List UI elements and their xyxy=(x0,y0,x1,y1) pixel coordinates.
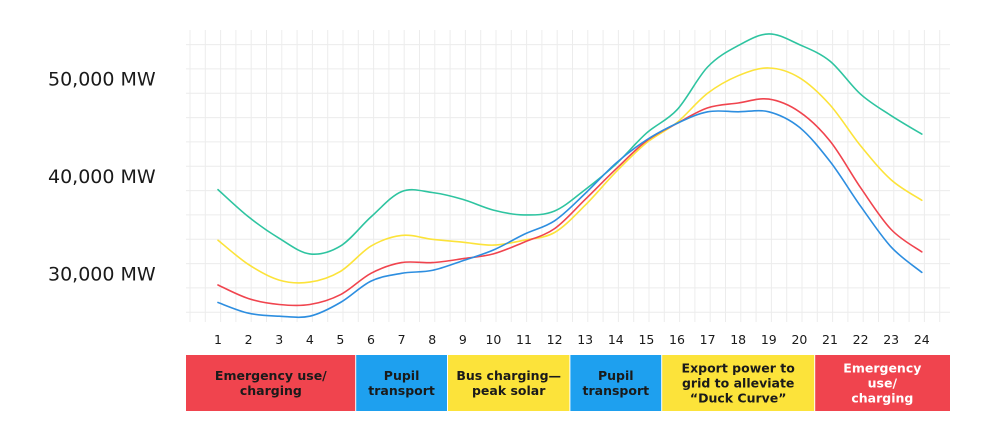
series-line-3 xyxy=(217,97,923,307)
x-tick-label: 3 xyxy=(275,332,283,347)
x-tick-label: 1 xyxy=(214,332,222,347)
x-tick-label: 16 xyxy=(669,332,685,347)
band-3 xyxy=(447,355,570,411)
band-4 xyxy=(569,355,662,411)
x-tick-label: 9 xyxy=(459,332,467,347)
series-line-2 xyxy=(217,67,923,284)
grid-lines xyxy=(186,30,950,322)
band-label: Pupil transport xyxy=(583,368,650,398)
x-tick-label: 21 xyxy=(822,332,838,347)
x-tick-label: 19 xyxy=(761,332,777,347)
series-line-4 xyxy=(217,109,923,319)
x-tick-label: 4 xyxy=(306,332,314,347)
x-tick-label: 24 xyxy=(914,332,930,347)
series-line-1 xyxy=(217,33,923,255)
band-label: Pupil transport xyxy=(368,368,435,398)
y-tick-label: 40,000 MW xyxy=(48,166,156,188)
x-tick-label: 10 xyxy=(485,332,501,347)
y-tick-label: 30,000 MW xyxy=(48,263,156,285)
x-tick-label: 18 xyxy=(730,332,746,347)
band-5 xyxy=(661,355,815,411)
x-tick-label: 13 xyxy=(577,332,593,347)
band-label: Emergency use/charging xyxy=(215,368,327,398)
x-tick-label: 22 xyxy=(853,332,869,347)
x-tick-label: 23 xyxy=(883,332,899,347)
band-label: Bus charging— peak solar xyxy=(456,368,561,398)
x-tick-label: 14 xyxy=(608,332,624,347)
x-tick-label: 20 xyxy=(791,332,807,347)
x-tick-label: 11 xyxy=(516,332,532,347)
x-tick-label: 7 xyxy=(398,332,406,347)
y-tick-label: 50,000 MW xyxy=(48,69,156,91)
band-2 xyxy=(355,355,448,411)
x-tick-label: 8 xyxy=(428,332,436,347)
activity-bands: Emergency use/charging Pupil transport Bus … xyxy=(186,355,950,411)
band-label: Export power to grid to alleviate “Duck Cu… xyxy=(682,361,796,406)
x-tick-label: 2 xyxy=(245,332,253,347)
x-axis: 1 2 3 4 5 6 7 8 9 10 11 12 13 14 15 16 17 18 19 20 21 22 23 24 xyxy=(214,332,930,347)
y-axis: 30,000 MW 40,000 MW 50,000 MW xyxy=(48,69,156,286)
x-tick-label: 17 xyxy=(700,332,716,347)
x-tick-label: 12 xyxy=(547,332,563,347)
x-tick-label: 6 xyxy=(367,332,375,347)
x-tick-label: 15 xyxy=(638,332,654,347)
band-6 xyxy=(814,355,950,411)
x-tick-label: 5 xyxy=(336,332,344,347)
band-label: Emergency use/charging xyxy=(843,361,921,406)
series-lines xyxy=(217,33,923,319)
band-1 xyxy=(186,355,356,411)
